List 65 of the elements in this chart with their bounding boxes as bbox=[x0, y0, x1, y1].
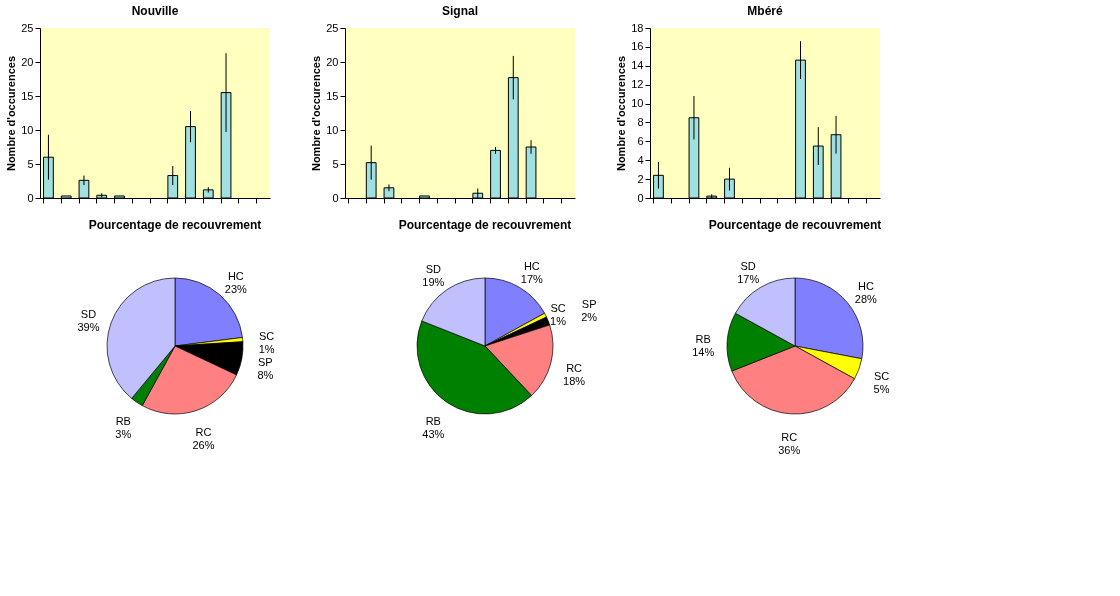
y-tick-label: 6 bbox=[637, 134, 644, 147]
slice-label: RB bbox=[695, 333, 711, 346]
y-tick-label: 25 bbox=[326, 21, 339, 34]
data-label: 17% bbox=[737, 272, 760, 285]
slice-label: SP bbox=[581, 297, 597, 310]
chart-title: Mbéré bbox=[747, 4, 783, 18]
y-tick-label: 25 bbox=[21, 21, 34, 34]
chart-title: Nouville bbox=[131, 4, 179, 18]
data-label: 5% bbox=[873, 383, 890, 396]
chart-title: Signal bbox=[441, 4, 479, 18]
y-tick-label: 18 bbox=[631, 21, 644, 34]
data-label: 18% bbox=[563, 374, 586, 387]
y-tick-label: 0 bbox=[332, 191, 339, 204]
slice-label: HC bbox=[523, 259, 540, 272]
slice-label: RB bbox=[115, 415, 131, 428]
slice-label: SC bbox=[873, 370, 890, 383]
y-tick-label: 10 bbox=[631, 97, 644, 110]
data-label: 23% bbox=[224, 282, 248, 295]
y-axis-title: Nombre d'occurences bbox=[5, 55, 18, 172]
y-tick-label: 4 bbox=[637, 153, 644, 166]
slice-label: SC bbox=[550, 301, 566, 314]
y-tick-label: 10 bbox=[326, 123, 339, 136]
y-tick-label: 15 bbox=[21, 89, 34, 102]
chart-title: Pourcentage de recouvrement bbox=[88, 218, 262, 232]
slice-label: SD bbox=[740, 259, 756, 272]
slice-label: HC bbox=[227, 269, 244, 282]
y-tick-label: 5 bbox=[332, 157, 339, 170]
y-tick-label: 5 bbox=[27, 157, 34, 170]
y-axis-title: Nombre d'occurences bbox=[615, 55, 628, 172]
slice-label: SC bbox=[258, 330, 275, 343]
slice-label: RB bbox=[425, 415, 441, 428]
slice-label: RC bbox=[781, 430, 798, 443]
data-label: 17% bbox=[520, 272, 544, 285]
data-label: 28% bbox=[854, 293, 878, 306]
slice-label: SD bbox=[80, 307, 97, 320]
y-tick-label: 0 bbox=[637, 191, 644, 204]
data-label: 1% bbox=[550, 314, 567, 327]
y-tick-label: 16 bbox=[631, 40, 644, 53]
slice-label: SD bbox=[425, 262, 441, 275]
slice-label: HC bbox=[857, 280, 874, 293]
chart-title: Pourcentage de recouvrement bbox=[398, 218, 572, 232]
data-label: 14% bbox=[692, 346, 715, 359]
y-tick-label: 20 bbox=[326, 55, 339, 68]
chart-title: Pourcentage de recouvrement bbox=[708, 218, 882, 232]
data-label: 26% bbox=[192, 439, 215, 452]
y-tick-label: 2 bbox=[637, 172, 644, 185]
data-label: 43% bbox=[422, 428, 445, 441]
data-label: 3% bbox=[115, 428, 132, 441]
y-tick-label: 10 bbox=[21, 123, 34, 136]
data-label: 2% bbox=[581, 310, 598, 323]
data-label: 8% bbox=[257, 369, 274, 382]
data-label: 19% bbox=[422, 275, 445, 288]
y-tick-label: 0 bbox=[27, 191, 34, 204]
y-tick-label: 12 bbox=[631, 78, 644, 91]
slice-label: RC bbox=[195, 426, 212, 439]
data-label: 36% bbox=[778, 443, 801, 456]
y-tick-label: 20 bbox=[21, 55, 34, 68]
y-tick-label: 14 bbox=[631, 59, 644, 72]
y-tick-label: 15 bbox=[326, 89, 339, 102]
y-axis-title: Nombre d'occurences bbox=[310, 55, 323, 172]
data-label: 39% bbox=[77, 320, 100, 333]
y-tick-label: 8 bbox=[637, 115, 644, 128]
slice-label: SP bbox=[258, 356, 273, 369]
slice-label: RC bbox=[566, 361, 583, 374]
data-label: 1% bbox=[258, 343, 275, 356]
